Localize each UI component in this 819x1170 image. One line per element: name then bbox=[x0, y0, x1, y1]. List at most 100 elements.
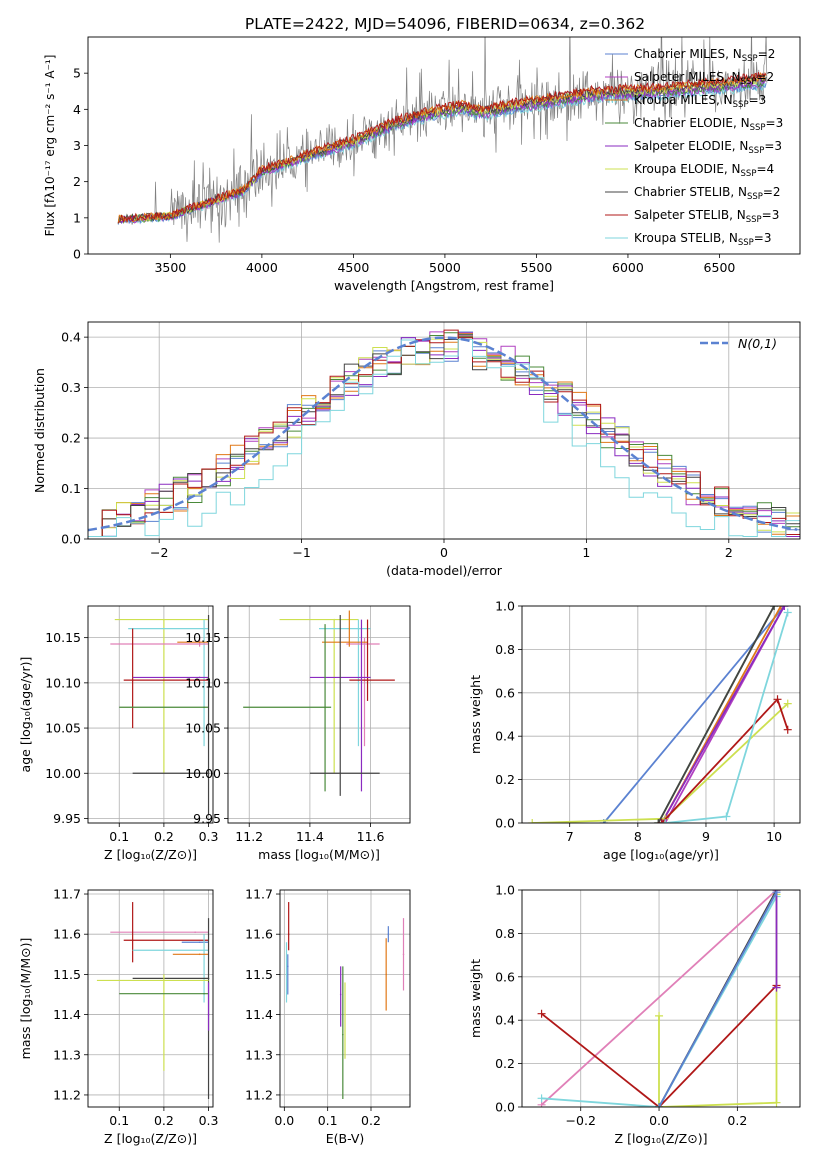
figure-title: PLATE=2422, MJD=54096, FIBERID=0634, z=0… bbox=[245, 15, 645, 33]
weight-marker-krou_stelib bbox=[661, 819, 670, 823]
y-tick-label: 4 bbox=[73, 102, 81, 117]
axes-frame bbox=[227, 605, 411, 824]
y-tick-label: 0.6 bbox=[495, 969, 515, 984]
x-tick-label: 0.0 bbox=[274, 1113, 294, 1128]
x-tick-label: 10 bbox=[766, 829, 782, 844]
legend-entry-salp_elodie: Salpeter ELODIE, NSSP=3 bbox=[634, 139, 782, 156]
mass-vs-metallicity-panel: 0.1 0.2 0.3 11.2 11.3 11.4 11.5 11.6 11.7 Z [log₁… bbox=[18, 887, 218, 1146]
plot-area bbox=[96, 902, 210, 1099]
x-axis-label: mass [log₁₀(M/M⊙)] bbox=[258, 847, 380, 862]
x-tick-label: 11.2 bbox=[235, 829, 263, 844]
data-point-salp_elodie bbox=[207, 1013, 210, 1016]
weight-marker-salp_stelib bbox=[537, 1009, 546, 1018]
y-tick-label: 0.2 bbox=[495, 772, 515, 787]
weight-marker-krou_elodie bbox=[528, 819, 537, 823]
x-tick-label: 1 bbox=[582, 545, 590, 560]
y-tick-label: 10.15 bbox=[45, 630, 81, 645]
data-point-chab_stelib bbox=[339, 772, 342, 775]
data-point-krou_stelib bbox=[285, 973, 288, 976]
x-tick-label: −0.2 bbox=[566, 1113, 596, 1128]
histogram-step-chab_stelib bbox=[88, 336, 800, 537]
data-point-salp_stelib bbox=[131, 679, 134, 681]
x-tick-label: 5500 bbox=[521, 260, 553, 275]
weight-marker-chab_miles bbox=[772, 890, 781, 897]
x-tick-label: 4500 bbox=[337, 260, 369, 275]
data-point-pink bbox=[198, 643, 201, 645]
x-tick-label: 6000 bbox=[612, 260, 644, 275]
x-axis-label: wavelength [Angstrom, rest frame] bbox=[334, 278, 554, 293]
weight-marker-chab_stelib bbox=[770, 606, 779, 610]
x-tick-label: 7 bbox=[566, 829, 574, 844]
weight-marker-salp_stelib bbox=[657, 819, 666, 823]
y-tick-label: 0.8 bbox=[495, 642, 515, 657]
x-axis-label: age [log₁₀(age/yr)] bbox=[603, 847, 719, 862]
age-vs-mass-panel: 11.2 11.4 11.6 9.95 10.00 10.05 10.10 10.15 mass… bbox=[185, 605, 411, 862]
data-point-chab_elodie bbox=[324, 706, 326, 709]
y-tick-label: 0.0 bbox=[495, 1100, 515, 1115]
weight-marker-chab_stelib bbox=[654, 819, 663, 823]
x-tick-label: 0.2 bbox=[727, 1113, 747, 1128]
y-tick-label: 9.95 bbox=[193, 811, 221, 826]
plot-area bbox=[285, 902, 405, 1099]
axes-frame bbox=[87, 605, 214, 824]
y-tick-label: 2 bbox=[73, 174, 81, 189]
weight-marker-krou_elodie bbox=[772, 1098, 781, 1107]
legend-entry-chab_miles: Chabrier MILES, NSSP=2 bbox=[634, 47, 775, 64]
spectrum-panel: 3500 4000 4500 5000 5500 6000 6500 0 1 2 3 4 5 wavele… bbox=[43, 36, 801, 293]
x-tick-label: 0.1 bbox=[109, 829, 129, 844]
weight-marker-krou_elodie bbox=[783, 699, 792, 708]
weight-line-krou_stelib bbox=[665, 612, 789, 823]
data-point-salp_elodie bbox=[198, 676, 201, 679]
y-tick-label: 11.4 bbox=[245, 1007, 273, 1022]
weight-line-salp_stelib bbox=[541, 984, 778, 1107]
data-point-krou_miles bbox=[198, 953, 201, 956]
y-tick-label: 3 bbox=[73, 138, 81, 153]
x-axis-label: Z [log₁₀(Z/Z⊙)] bbox=[615, 1131, 708, 1146]
model-spectrum-chab_stelib bbox=[117, 74, 767, 224]
data-point-krou_elodie bbox=[344, 1013, 346, 1016]
y-tick-label: 10.00 bbox=[45, 766, 81, 781]
x-tick-label: −2 bbox=[150, 545, 168, 560]
y-tick-label: 0.4 bbox=[495, 1013, 515, 1028]
x-tick-label: 3500 bbox=[154, 260, 186, 275]
weight-line-chab_miles bbox=[658, 891, 778, 1107]
x-axis-label: E(B-V) bbox=[326, 1131, 365, 1146]
axes-frame bbox=[521, 889, 801, 1108]
data-point-krou_miles bbox=[385, 973, 387, 976]
data-point-krou_stelib bbox=[203, 949, 205, 952]
data-point-chab_miles bbox=[287, 965, 289, 968]
x-tick-label: 9 bbox=[702, 829, 710, 844]
weight-marker-krou_miles bbox=[776, 606, 785, 610]
y-axis-label: mass weight bbox=[468, 675, 483, 754]
y-tick-label: 11.5 bbox=[53, 967, 81, 982]
legend-entry-salp_stelib: Salpeter STELIB, NSSP=3 bbox=[634, 208, 779, 225]
legend-entry-krou_elodie: Kroupa ELODIE, NSSP=4 bbox=[634, 162, 774, 179]
y-tick-label: 11.6 bbox=[245, 927, 273, 942]
weight-marker-krou_stelib bbox=[722, 812, 731, 821]
x-axis-label: Z [log₁₀(Z/Z⊙)] bbox=[104, 847, 197, 862]
x-tick-label: 0.0 bbox=[649, 1113, 669, 1128]
data-point-chab_stelib bbox=[207, 772, 210, 775]
weight-line-krou_elodie bbox=[658, 894, 778, 1107]
y-tick-label: 0 bbox=[73, 247, 81, 262]
data-point-pink bbox=[194, 931, 196, 933]
data-point-chab_stelib bbox=[207, 977, 210, 980]
data-point-krou_elodie bbox=[333, 618, 335, 621]
weight-marker-chab_miles bbox=[655, 1103, 664, 1107]
y-tick-label: 0.2 bbox=[495, 1056, 515, 1071]
x-tick-label: 0.3 bbox=[199, 829, 219, 844]
y-tick-label: 5 bbox=[73, 66, 81, 81]
legend-entry-chab_elodie: Chabrier ELODIE, NSSP=3 bbox=[634, 116, 783, 133]
data-point-chab_miles bbox=[198, 941, 201, 944]
x-tick-label: 0.1 bbox=[109, 1113, 129, 1128]
x-tick-label: 0.2 bbox=[154, 829, 174, 844]
data-point-pink bbox=[363, 643, 366, 645]
histogram-step-krou_stelib bbox=[88, 338, 800, 537]
y-tick-label: 11.3 bbox=[245, 1047, 273, 1062]
weight-line-pink bbox=[540, 890, 778, 1106]
mass-vs-extinction-panel: 0.0 0.1 0.2 11.2 11.3 11.4 11.5 11.6 11.7 E(B-V) bbox=[245, 887, 411, 1146]
y-tick-label: 0.3 bbox=[61, 380, 81, 395]
spectrum-legend: Chabrier MILES, NSSP=2 Salpeter MILES, NS… bbox=[605, 47, 783, 248]
y-tick-label: 0.0 bbox=[495, 816, 515, 831]
y-tick-label: 1 bbox=[73, 210, 81, 225]
